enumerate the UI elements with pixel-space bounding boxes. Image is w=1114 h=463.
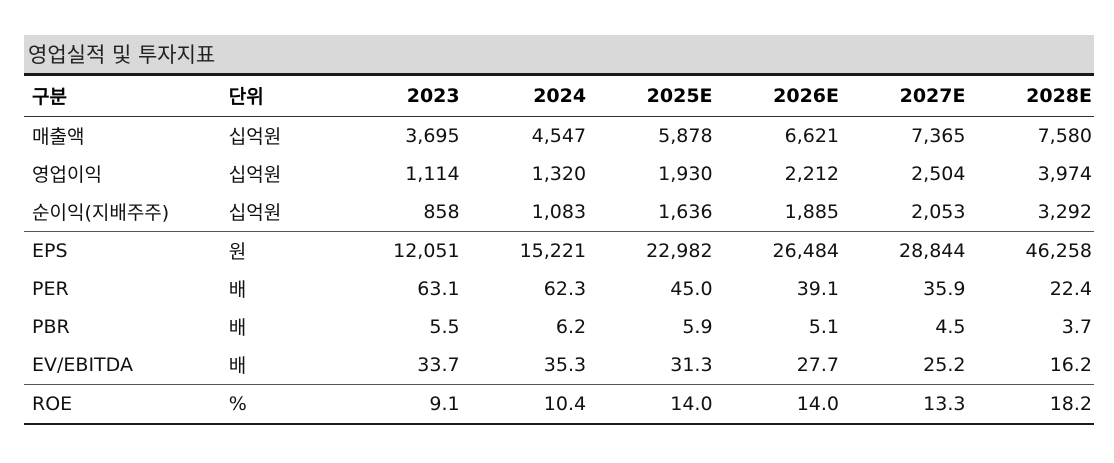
- cell-value: 63.1: [417, 277, 460, 300]
- cell-value: 25.2: [841, 345, 968, 385]
- cell-value: 31.3: [588, 345, 715, 385]
- row-unit: 십억원: [228, 164, 282, 186]
- cell-value: 1,636: [588, 192, 715, 232]
- cell-value: 3,974: [1037, 162, 1092, 185]
- cell-value: 62.3: [543, 277, 587, 300]
- cell-value: 10.4: [461, 384, 589, 425]
- table-title: 영업실적 및 투자지표: [24, 35, 1094, 76]
- row-unit: 배: [228, 345, 340, 385]
- cell-value: 6,621: [784, 124, 840, 147]
- table-row: PER 배 63.1 62.3 45.0 39.1 35.9 22.4: [24, 270, 1094, 308]
- header-year: 2023: [339, 76, 462, 117]
- cell-value: 14.0: [714, 384, 842, 425]
- table-row: EPS 원 12,051 15,221 22,982 26,484 28,844…: [24, 231, 1094, 270]
- cell-value: 27.7: [714, 345, 842, 385]
- cell-value: 12,051: [393, 239, 460, 262]
- cell-value: 5,878: [658, 124, 713, 147]
- header-unit: 단위: [228, 76, 340, 117]
- cell-value: 5.9: [682, 315, 713, 338]
- cell-value: 4.5: [935, 315, 966, 338]
- cell-value: 1,320: [531, 162, 587, 185]
- cell-value: 3,292: [967, 192, 1094, 232]
- cell-value: 22.4: [1049, 277, 1092, 300]
- cell-value: 45.0: [670, 277, 713, 300]
- cell-value: 2,212: [784, 162, 840, 185]
- header-year: 2027E: [841, 76, 968, 117]
- cell-value: 18.2: [967, 384, 1094, 425]
- cell-value: 858: [339, 192, 462, 232]
- cell-value: 39.1: [796, 277, 840, 300]
- row-unit: 십억원: [228, 126, 282, 148]
- row-label: 매출액: [32, 126, 85, 148]
- cell-value: 35.9: [923, 277, 966, 300]
- row-label: EV/EBITDA: [24, 345, 229, 385]
- cell-value: 7,580: [1037, 124, 1092, 147]
- row-unit: 배: [228, 279, 247, 301]
- row-label: 영업이익: [32, 164, 102, 186]
- table-row: ROE % 9.1 10.4 14.0 14.0 13.3 18.2: [24, 384, 1094, 425]
- table-row: PBR 배 5.5 6.2 5.9 5.1 4.5 3.7: [24, 308, 1094, 346]
- row-unit: 십억원: [228, 192, 340, 232]
- table-row: 매출액 십억원 3,695 4,547 5,878 6,621 7,365 7,…: [24, 116, 1094, 155]
- header-year: 2024: [461, 76, 589, 117]
- table-row: 순이익(지배주주) 십억원 858 1,083 1,636 1,885 2,05…: [24, 192, 1094, 232]
- row-unit: 원: [228, 241, 247, 263]
- financial-summary-panel: 영업실적 및 투자지표 구분 단위 2023 2024 2025E 2026E …: [24, 0, 1094, 425]
- cell-value: 1,114: [405, 162, 460, 185]
- cell-value: 3,695: [405, 124, 460, 147]
- table-header-row: 구분 단위 2023 2024 2025E 2026E 2027E 2028E: [24, 76, 1094, 117]
- cell-value: 22,982: [646, 239, 713, 262]
- cell-value: 6.2: [555, 315, 587, 338]
- cell-value: 14.0: [588, 384, 715, 425]
- row-label: 순이익(지배주주): [24, 192, 229, 232]
- cell-value: 26,484: [772, 239, 840, 262]
- row-label: PBR: [32, 315, 70, 338]
- cell-value: 1,930: [658, 162, 713, 185]
- cell-value: 46,258: [1025, 239, 1092, 262]
- cell-value: 16.2: [967, 345, 1094, 385]
- header-year: 2026E: [714, 76, 842, 117]
- cell-value: 3.7: [1061, 315, 1092, 338]
- row-label: PER: [32, 277, 69, 300]
- cell-value: 28,844: [899, 239, 966, 262]
- header-category: 구분: [24, 76, 229, 117]
- cell-value: 15,221: [519, 239, 587, 262]
- cell-value: 5.5: [429, 315, 460, 338]
- header-year: 2025E: [588, 76, 715, 117]
- cell-value: 2,504: [911, 162, 966, 185]
- row-unit: 배: [228, 317, 247, 339]
- cell-value: 35.3: [461, 345, 589, 385]
- cell-value: 33.7: [339, 345, 462, 385]
- cell-value: 1,885: [714, 192, 842, 232]
- header-year: 2028E: [967, 76, 1094, 117]
- cell-value: 5.1: [808, 315, 840, 338]
- row-label: ROE: [24, 384, 229, 425]
- cell-value: 1,083: [461, 192, 589, 232]
- table-row: EV/EBITDA 배 33.7 35.3 31.3 27.7 25.2 16.…: [24, 345, 1094, 385]
- row-label: EPS: [32, 239, 68, 262]
- cell-value: 7,365: [911, 124, 966, 147]
- row-unit: %: [228, 384, 340, 425]
- cell-value: 13.3: [841, 384, 968, 425]
- cell-value: 4,547: [531, 124, 587, 147]
- financial-table: 구분 단위 2023 2024 2025E 2026E 2027E 2028E …: [24, 76, 1094, 425]
- table-row: 영업이익 십억원 1,114 1,320 1,930 2,212 2,504 3…: [24, 155, 1094, 193]
- cell-value: 9.1: [339, 384, 462, 425]
- cell-value: 2,053: [841, 192, 968, 232]
